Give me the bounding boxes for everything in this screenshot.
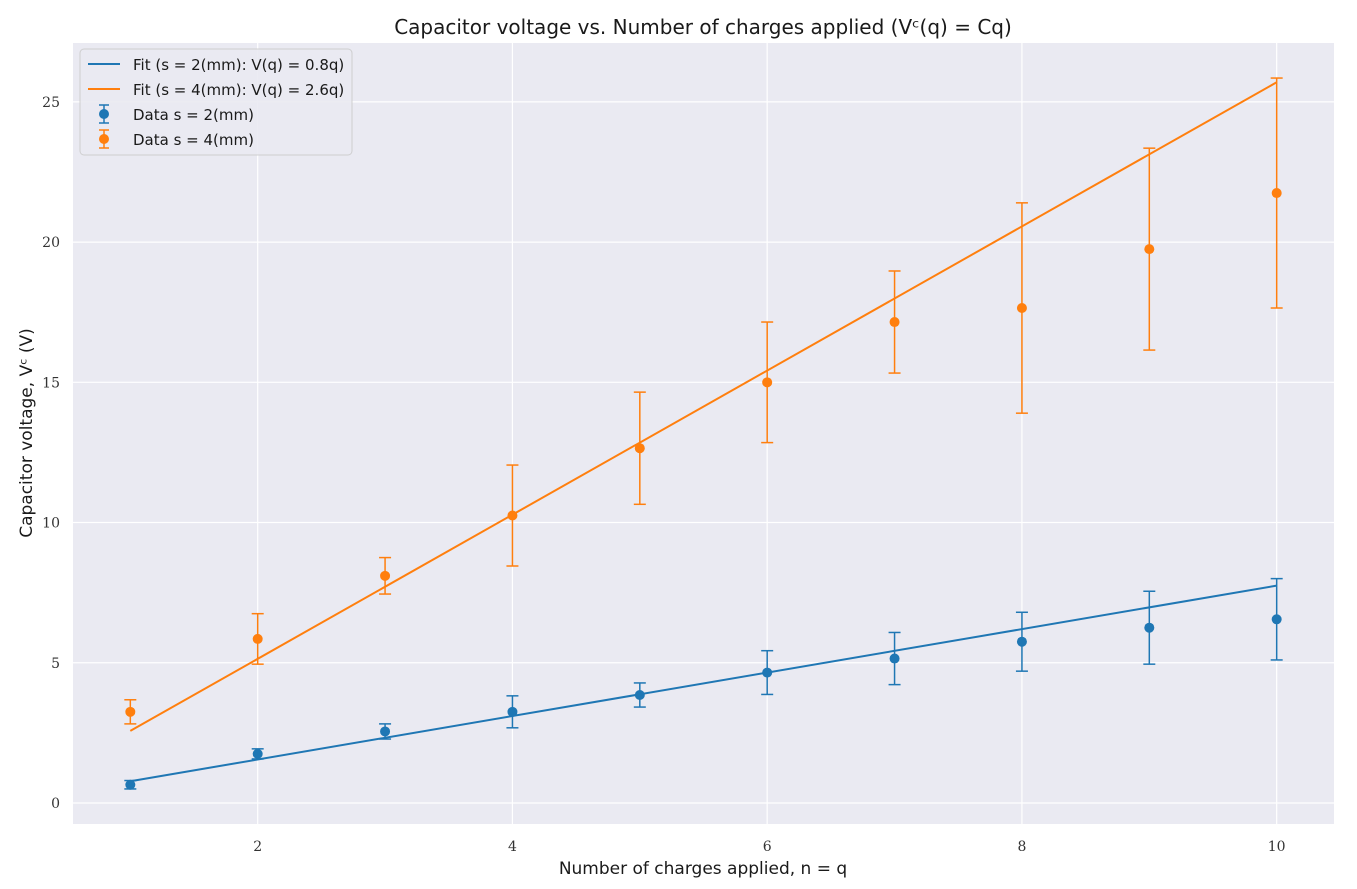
data-point [634, 443, 645, 454]
x-tick-label: 8 [1017, 839, 1026, 855]
data-point [380, 726, 391, 737]
x-tick-label: 10 [1268, 839, 1286, 855]
data-point [507, 510, 518, 521]
y-tick-label: 20 [42, 235, 60, 251]
legend-label-fit-s2: Fit (s = 2(mm): V(q) = 0.8q) [133, 56, 344, 74]
data-point [125, 779, 136, 790]
data-points [125, 188, 1282, 790]
data-point [1144, 244, 1155, 255]
y-tick-label: 10 [42, 516, 60, 532]
legend-swatch-data-s2 [99, 104, 109, 124]
data-point [762, 667, 773, 678]
data-point [380, 570, 391, 581]
x-tick-label: 2 [253, 839, 262, 855]
legend-label-data-s4: Data s = 4(mm) [133, 131, 254, 149]
data-point [1271, 614, 1282, 625]
chart-title: Capacitor voltage vs. Number of charges … [394, 15, 1012, 39]
legend-label-data-s2: Data s = 2(mm) [133, 106, 254, 124]
fit-line-series-1 [130, 584, 1277, 783]
data-point [889, 317, 900, 328]
data-point [125, 706, 136, 717]
legend-label-fit-s4: Fit (s = 4(mm): V(q) = 2.6q) [133, 81, 344, 99]
data-point [762, 377, 773, 388]
y-tick-label: 5 [51, 656, 60, 672]
y-tick-label: 15 [42, 375, 60, 391]
y-tick-label: 25 [42, 95, 60, 111]
x-tick-label: 6 [763, 839, 772, 855]
data-point [634, 690, 645, 701]
data-point [1271, 188, 1282, 199]
data-point [1016, 636, 1027, 647]
data-point [252, 633, 263, 644]
legend-box [79, 48, 353, 156]
plot-area [73, 43, 1334, 824]
x-tick-label: 4 [508, 839, 517, 855]
tick-labels: 2 4 6 8 10 0 5 10 15 20 25 [42, 95, 1285, 855]
error-bars [124, 77, 1283, 790]
x-axis-label: Number of charges applied, n = q [559, 859, 847, 879]
legend: Fit (s = 2(mm): V(q) = 0.8q) Fit (s = 4(… [79, 48, 353, 156]
data-point [1144, 622, 1155, 633]
data-point [507, 706, 518, 717]
data-point [889, 653, 900, 664]
y-tick-label: 0 [51, 796, 60, 812]
legend-swatch-data-s4 [99, 129, 109, 149]
data-point [1016, 303, 1027, 314]
data-point [252, 748, 263, 759]
fit-lines [129, 81, 1278, 783]
y-axis-label: Capacitor voltage, Vᶜ (V) [17, 328, 37, 538]
fit-line-series-2 [129, 81, 1278, 732]
